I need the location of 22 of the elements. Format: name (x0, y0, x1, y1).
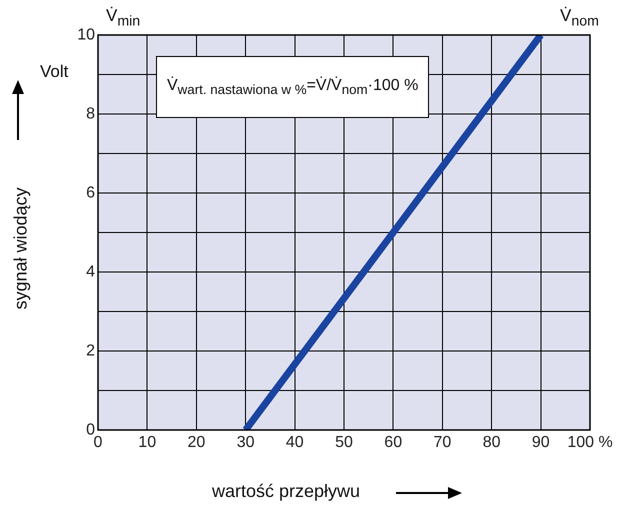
x-axis-title: wartość przepływu (212, 481, 360, 502)
x-tick-label: 80 (482, 434, 501, 452)
x-tick-label: 70 (434, 434, 452, 452)
formula-box: V̇$_{wart. nastawiona w %}$=V̇/V̇$_{nom}$·100 % (156, 56, 430, 118)
text: Volt (40, 62, 68, 82)
x-tick-label: 100 % (567, 434, 613, 452)
text: V̇$_{min}$ (106, 6, 140, 30)
text: V̇$_{nom}$ (560, 6, 599, 30)
y-tick-label: 10 (77, 26, 96, 44)
y-tick-label: 8 (86, 105, 96, 122)
x-tick-label: 40 (286, 434, 304, 452)
x-tick-label: 30 (236, 434, 255, 452)
y-tick-label: 4 (86, 263, 96, 280)
x-tick-label: 20 (188, 434, 206, 452)
x-tick-label: 90 (532, 434, 550, 452)
y-axis-title: sygnał wiodący (10, 186, 32, 312)
y-tick-label: 0 (86, 421, 96, 438)
y-tick-label: 2 (86, 342, 96, 360)
x-tick-label: 50 (335, 434, 353, 452)
x-tick-label: 10 (138, 434, 156, 452)
x-tick-label: 60 (384, 434, 402, 452)
y-tick-label: 6 (86, 184, 96, 202)
